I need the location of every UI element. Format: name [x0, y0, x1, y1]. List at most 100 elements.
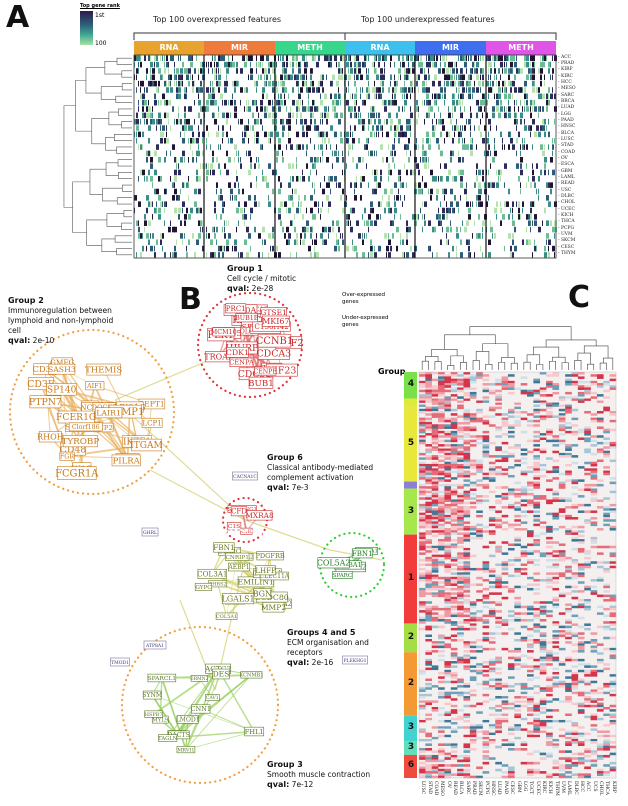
group-color-bar	[404, 488, 417, 535]
group-color-bar	[404, 754, 417, 778]
group3-node-box	[147, 673, 177, 683]
panel-b-letter: B	[179, 282, 202, 317]
panel-c-letter: C	[568, 280, 591, 315]
cancer-label-thca: - THCA	[558, 219, 575, 225]
group-num-label: 2	[407, 677, 415, 688]
col-label-prad: PRAD	[471, 781, 477, 795]
group-color-bar	[404, 623, 417, 653]
col-label-tgct: TGCT	[528, 781, 534, 795]
cancer-label-hcc: - HCC	[558, 79, 572, 85]
cancer-label-ucec: - UCEC	[558, 206, 575, 212]
group5-node: LGALS1	[222, 594, 255, 603]
col-label-cesc: CESC	[509, 781, 515, 795]
group2-node: LAIR1	[96, 409, 121, 418]
cancer-label-kirc: - KIRC	[558, 73, 573, 79]
group-color-bar	[404, 741, 417, 755]
group-color-bar	[404, 481, 417, 489]
group3-node-box	[158, 734, 178, 742]
group-color-bar	[404, 715, 417, 742]
group2-node-box	[59, 451, 75, 461]
col-label-sarc: SARC	[464, 781, 470, 795]
col-label-chol: CHOL	[598, 781, 604, 796]
group-num-label: 1	[407, 573, 415, 584]
group-color-bar	[404, 372, 417, 399]
group6-node: CFD	[231, 507, 247, 516]
group5-node-box	[197, 568, 227, 579]
group2-node: TYROBP	[62, 437, 100, 447]
group1-node-box	[226, 346, 249, 358]
group2-node: ITGAM	[130, 441, 163, 451]
group3-node-box	[244, 726, 265, 737]
group5-node: CNRIP1	[225, 555, 248, 561]
cancer-label-thym: - THYM	[558, 251, 576, 257]
group5-node: CLEC11A	[259, 573, 289, 580]
col-label-kirp: KIRP	[610, 781, 616, 793]
group5-node: COL3A1	[197, 569, 227, 578]
group5-node: BGN	[253, 589, 272, 598]
group1-node: PRC1	[226, 304, 246, 313]
over-expressed-label: Over-expressed genes	[342, 292, 386, 305]
group2-node: FCGR1A	[55, 469, 99, 480]
group5-node-box	[228, 562, 250, 572]
group2-node: DOCK2	[92, 403, 117, 411]
group5-node: PDGFRB	[256, 552, 285, 560]
group5-node-box	[256, 551, 284, 561]
group2-node-box	[29, 395, 62, 409]
group2-node-box	[68, 422, 103, 432]
cancer-label-pcpg: - PCPG	[558, 225, 575, 231]
group6-node: C1S	[228, 524, 240, 530]
rank-color-legend	[80, 11, 93, 45]
cancer-label-lgg: - LGG	[558, 111, 572, 117]
col-label-read: READ	[451, 781, 457, 795]
outlier-node-box	[141, 527, 159, 537]
outlier-node-box	[110, 657, 130, 667]
over-header: Top 100 overexpressed features	[153, 15, 282, 24]
group1-node-box	[257, 333, 292, 348]
cancer-label-luad: - LUAD	[558, 105, 575, 111]
group-num-label: 4	[407, 379, 415, 390]
group3-node: SPARCL1	[148, 676, 176, 682]
group2-node: SP140	[47, 385, 77, 395]
group6-node: C1R	[241, 529, 252, 535]
group2-node-box	[141, 417, 163, 428]
group4-node: SPARC	[333, 573, 352, 579]
group5-node-box	[215, 612, 238, 620]
outlier-node-box	[342, 655, 368, 665]
group3-node: DES	[213, 670, 230, 679]
group1-node-box	[229, 357, 254, 368]
cancer-label-prad: - PRAD	[558, 60, 575, 66]
group5-node: COL5A1	[216, 614, 237, 620]
cancer-label-read: - READ	[558, 181, 575, 187]
group2-node: PTPN7	[29, 397, 62, 408]
group5-boundary	[183, 528, 297, 642]
group5-node: CCDC80	[255, 593, 289, 602]
cancer-label-gbm: - GBM	[558, 168, 573, 174]
group1-node: CDCA3	[256, 349, 291, 360]
group5-node: EMILIN1	[238, 578, 274, 587]
group1-node: TROAP	[204, 352, 234, 361]
group1-node: CENPE	[253, 368, 277, 375]
group5-node: THBS2	[209, 581, 227, 587]
group2-node: CD48	[60, 444, 86, 455]
group2-node: LCP1	[142, 418, 161, 427]
group4-node: COL5A2	[317, 559, 351, 568]
group5-node-box	[262, 602, 285, 613]
col-label-paad: PAAD	[502, 781, 508, 794]
col-label-kirc: KIRC	[540, 781, 546, 794]
header-brackets	[133, 32, 557, 40]
group-num-label: 3	[407, 505, 415, 516]
group2-node: RHOH	[37, 433, 64, 442]
group-num-label: 3	[407, 722, 415, 733]
group3-node: KCNMB1	[239, 673, 263, 679]
group3-node: CNN1	[191, 705, 211, 713]
col-label-hnsc: HNSC	[490, 781, 496, 796]
cancer-label-chol: - CHOL	[558, 200, 575, 206]
group3-boundary	[120, 625, 280, 785]
col-label-skcm: SKCM	[477, 781, 483, 796]
cancer-label-cesc: - CESC	[558, 244, 575, 250]
group-color-bar	[404, 398, 417, 407]
group2-node: CD3D	[33, 364, 58, 374]
group2-node-box	[57, 466, 97, 480]
group1-node-box	[235, 313, 259, 323]
group3-node: MRVI1	[177, 747, 194, 753]
